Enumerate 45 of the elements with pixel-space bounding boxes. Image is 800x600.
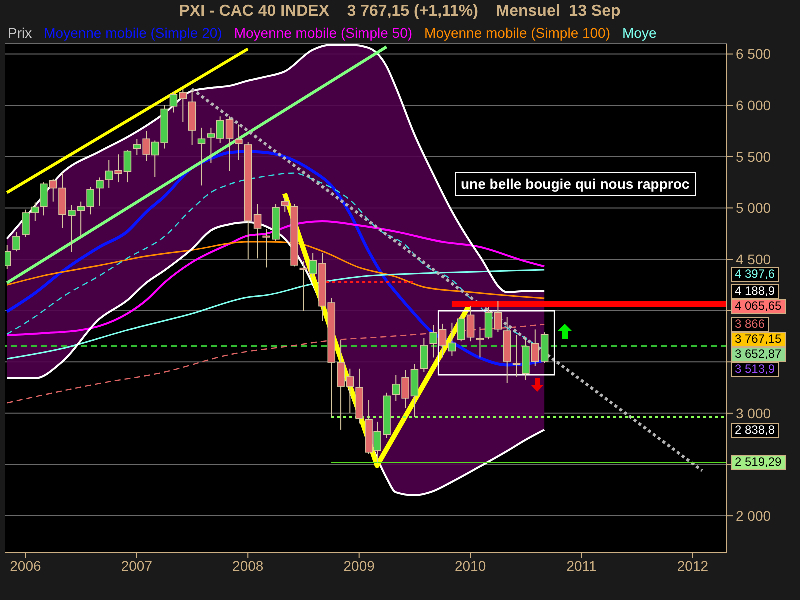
x-tick-label: 2012 bbox=[677, 558, 709, 574]
line-series bbox=[6, 220, 546, 336]
y-tick-label: 6 500 bbox=[736, 46, 772, 62]
x-tick-label: 2011 bbox=[566, 558, 598, 574]
annotation: une belle bougie qui nous rapproc bbox=[461, 176, 690, 192]
candlestick bbox=[12, 232, 20, 252]
candlestick bbox=[420, 338, 428, 373]
x-tick-label: 2006 bbox=[10, 558, 42, 574]
text: Moyenne mobile (Simple 20) bbox=[44, 25, 222, 41]
text: 4 188,9 bbox=[735, 284, 776, 298]
y-tick-label: 5 000 bbox=[736, 200, 772, 216]
candlestick bbox=[198, 127, 206, 186]
candlestick bbox=[96, 177, 104, 206]
text: Prix bbox=[8, 25, 32, 41]
ref-line-label: 3 652,87 bbox=[735, 347, 782, 362]
y-tick-label: 3 000 bbox=[736, 405, 772, 422]
line-series bbox=[6, 241, 546, 300]
candlestick bbox=[170, 92, 178, 114]
data-label: 2 519,29 bbox=[735, 455, 782, 470]
y-tick-label: 6 000 bbox=[736, 98, 772, 114]
x-tick-label: 2010 bbox=[454, 558, 486, 574]
text: 3 866 bbox=[735, 317, 766, 332]
x-tick-label: 2008 bbox=[232, 558, 264, 574]
chart-title: PXI - CAC 40 INDEX 3 767,15 (+1,11%) Mensuel 13 Sep bbox=[179, 3, 621, 20]
line-series bbox=[6, 269, 546, 360]
text: 3 513,9 bbox=[735, 362, 776, 376]
data-label: 4 065,65 bbox=[735, 299, 782, 313]
candlestick bbox=[448, 322, 456, 356]
text: 3 767,15 bbox=[735, 332, 782, 346]
x-tick-label: 2009 bbox=[344, 558, 376, 574]
candlestick bbox=[281, 197, 290, 213]
candlestick bbox=[235, 124, 243, 161]
text: Moyenne mobile (Simple 50) bbox=[234, 25, 413, 41]
text: 2 838,8 bbox=[735, 422, 776, 436]
text: 4 397,6 bbox=[735, 266, 776, 280]
candlestick bbox=[179, 88, 188, 123]
text: Moye bbox=[622, 25, 657, 41]
y-tick-label: 2 000 bbox=[736, 508, 772, 524]
x-tick-label: 2007 bbox=[121, 558, 153, 574]
candlestick bbox=[476, 326, 484, 358]
candlestick bbox=[457, 315, 466, 342]
y-tick-label: 5 500 bbox=[736, 148, 772, 165]
candlestick bbox=[226, 116, 234, 172]
y-tick-label: 4 500 bbox=[736, 251, 772, 268]
text: Moyenne mobile (Simple 100) bbox=[424, 25, 611, 41]
